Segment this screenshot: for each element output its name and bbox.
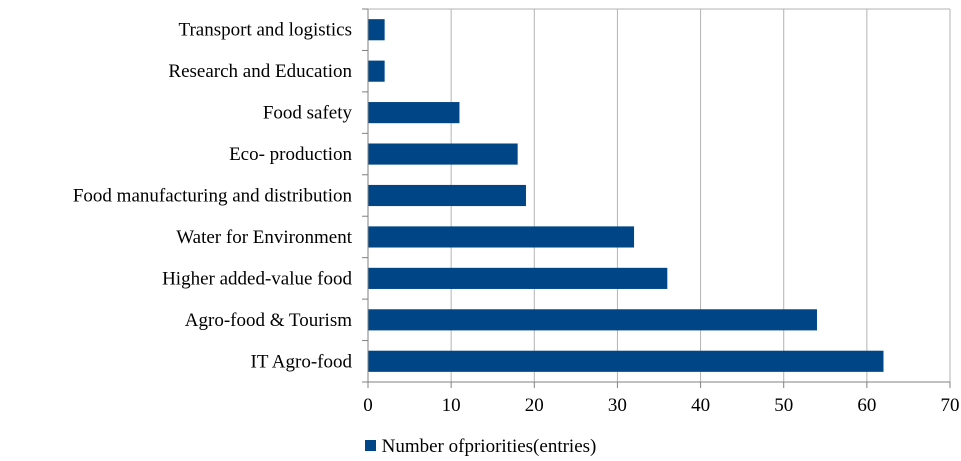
- category-label: Food safety: [263, 103, 353, 124]
- category-label: Water for Environment: [176, 227, 352, 248]
- category-label: Food manufacturing and distribution: [73, 186, 353, 207]
- x-tick-label: 50: [774, 395, 793, 416]
- bar: [368, 102, 460, 124]
- legend-label: Number ofpriorities(entries): [381, 436, 597, 457]
- category-label: Higher added-value food: [162, 268, 352, 289]
- x-tick-label: 0: [363, 395, 373, 416]
- category-label: IT Agro-food: [251, 351, 353, 372]
- x-tick-label: 10: [442, 395, 461, 416]
- category-label: Research and Education: [168, 61, 352, 82]
- x-tick-label: 20: [525, 395, 544, 416]
- legend-swatch: [364, 440, 376, 451]
- x-tick-label: 30: [608, 395, 627, 416]
- x-tick-label: 60: [857, 395, 876, 416]
- bar: [368, 143, 518, 165]
- category-label: Eco- production: [229, 144, 352, 165]
- legend: Number ofpriorities(entries): [0, 436, 961, 458]
- bar: [368, 267, 668, 289]
- bar: [368, 350, 884, 372]
- category-label: Transport and logistics: [179, 20, 352, 41]
- x-tick-label: 40: [691, 395, 710, 416]
- bar: [368, 19, 385, 41]
- bar: [368, 226, 635, 248]
- bar: [368, 60, 385, 82]
- category-label: Agro-food & Tourism: [185, 310, 352, 331]
- x-tick-label: 70: [941, 395, 960, 416]
- bar-chart-plot: 0 10 20 30 40 50 60 70 Transport and logistics Re…: [73, 8, 960, 416]
- bar: [368, 184, 526, 207]
- bar: [368, 309, 817, 331]
